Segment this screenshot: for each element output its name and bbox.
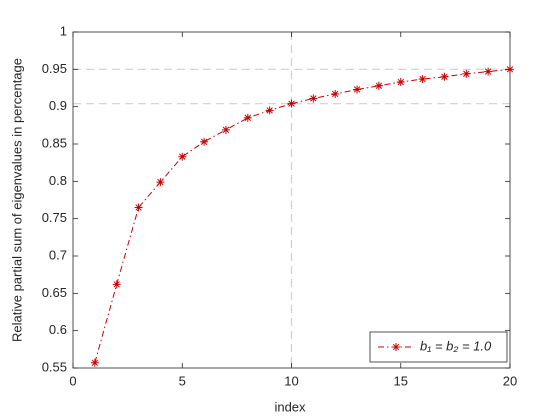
- marker: [156, 178, 165, 187]
- marker: [200, 137, 209, 146]
- y-tick-label: 0.65: [42, 285, 67, 300]
- marker: [418, 75, 427, 84]
- y-tick-label: 0.9: [49, 98, 67, 113]
- y-tick-label: 0.6: [49, 322, 67, 337]
- legend-label: b₁ = b₂ = 1.0: [420, 338, 492, 353]
- marker: [440, 72, 449, 81]
- marker: [309, 94, 318, 103]
- marker: [112, 280, 121, 289]
- x-tick-label: 10: [284, 373, 298, 388]
- plot-area: [73, 32, 510, 368]
- marker: [506, 65, 514, 74]
- y-tick-label: 0.7: [49, 247, 67, 262]
- x-tick-label: 0: [69, 373, 76, 388]
- marker: [90, 358, 99, 367]
- x-tick-label: 15: [394, 373, 408, 388]
- legend-box: [369, 331, 508, 363]
- marker: [134, 203, 143, 212]
- y-tick-label: 0.8: [49, 173, 67, 188]
- y-axis-label: Relative partial sum of eigenvalues in p…: [9, 58, 24, 342]
- y-tick-label: 0.95: [42, 61, 67, 76]
- y-tick-label: 0.85: [42, 135, 67, 150]
- marker: [178, 152, 187, 161]
- marker: [396, 78, 405, 87]
- marker: [484, 67, 493, 76]
- marker: [287, 99, 296, 108]
- y-tick-label: 0.75: [42, 210, 67, 225]
- x-tick-label: 5: [179, 373, 186, 388]
- legend-marker: [392, 343, 400, 351]
- y-tick-label: 0.55: [42, 359, 67, 374]
- marker: [221, 125, 230, 134]
- y-tick-label: 1: [60, 23, 67, 38]
- marker: [374, 81, 383, 90]
- marker: [462, 69, 471, 78]
- marker: [353, 85, 362, 94]
- x-axis-label: index: [274, 399, 306, 414]
- x-tick-label: 20: [503, 373, 517, 388]
- marker: [331, 89, 340, 98]
- marker: [243, 113, 252, 122]
- marker: [265, 106, 274, 115]
